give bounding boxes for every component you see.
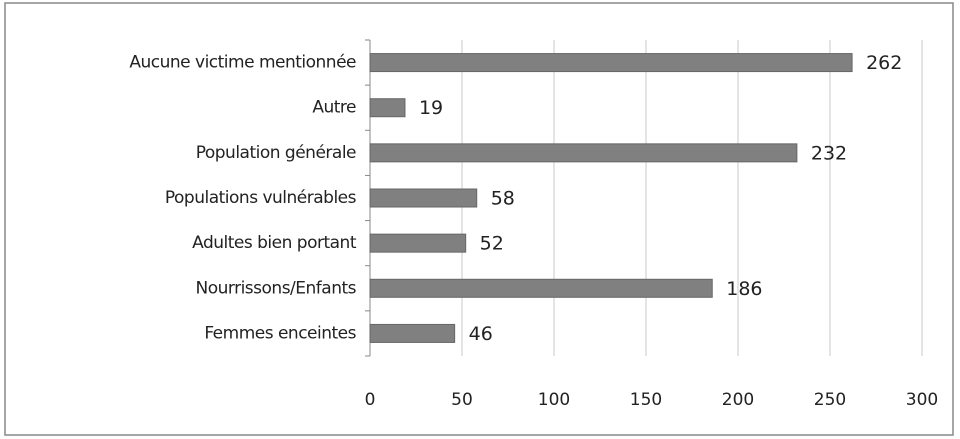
bar — [369, 278, 713, 298]
chart-border — [4, 2, 954, 436]
bar — [369, 53, 853, 73]
bar — [369, 323, 456, 343]
x-tick-label: 150 — [630, 390, 662, 410]
x-tick-label: 50 — [451, 390, 473, 410]
y-tick-label: Populations vulnérables — [165, 188, 357, 208]
data-label: 58 — [491, 188, 515, 210]
x-tick-label: 250 — [814, 390, 846, 410]
data-label: 232 — [811, 142, 847, 164]
x-tick-label: 100 — [538, 390, 570, 410]
y-tick-label: Autre — [312, 98, 356, 118]
x-tick-label: 200 — [722, 390, 754, 410]
y-tick-label: Femmes enceintes — [204, 323, 356, 343]
data-label: 19 — [419, 97, 443, 119]
y-tick-label: Nourrissons/Enfants — [196, 278, 357, 298]
y-tick-label: Adultes bien portant — [192, 233, 357, 253]
bar — [369, 188, 478, 208]
y-tick-label: Population générale — [196, 143, 356, 163]
data-label: 46 — [469, 323, 493, 345]
bar — [369, 143, 798, 163]
bar — [369, 233, 467, 253]
bar — [369, 98, 406, 118]
y-tick-label: Aucune victime mentionnée — [129, 53, 356, 73]
x-tick-label: 0 — [365, 390, 376, 410]
x-tick-label: 300 — [906, 390, 938, 410]
data-label: 186 — [726, 278, 762, 300]
data-label: 52 — [480, 233, 504, 255]
data-label: 262 — [866, 52, 902, 74]
